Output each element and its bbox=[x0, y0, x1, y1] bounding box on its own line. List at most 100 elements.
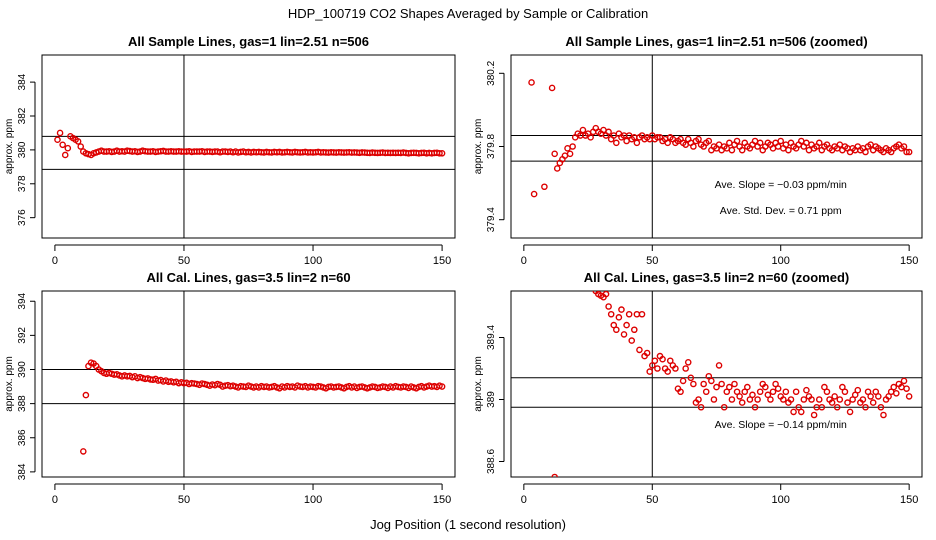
data-point bbox=[623, 137, 630, 145]
data-point bbox=[587, 134, 594, 141]
y-tick-label: 392 bbox=[17, 327, 28, 344]
data-point bbox=[790, 408, 797, 416]
x-tick-label: 100 bbox=[304, 255, 322, 267]
y-tick-label: 379.4 bbox=[486, 207, 497, 232]
figure-x-axis-label: Jog Position (1 second resolution) bbox=[370, 517, 566, 532]
data-point bbox=[779, 396, 787, 403]
data-point bbox=[579, 126, 587, 134]
data-point bbox=[628, 337, 636, 344]
data-point bbox=[787, 396, 795, 403]
x-tick-label: 50 bbox=[646, 255, 658, 267]
x-tick-label: 150 bbox=[433, 255, 451, 267]
data-point bbox=[436, 149, 443, 157]
data-point bbox=[687, 374, 695, 382]
y-tick-label: 384 bbox=[17, 463, 28, 480]
x-tick-label: 50 bbox=[178, 255, 190, 267]
data-point bbox=[700, 380, 707, 388]
data-point bbox=[59, 141, 66, 149]
data-point bbox=[654, 134, 661, 141]
x-tick-label: 150 bbox=[900, 494, 918, 506]
data-point bbox=[77, 143, 85, 150]
data-point bbox=[643, 349, 651, 357]
x-tick-label: 0 bbox=[52, 494, 58, 506]
data-point bbox=[762, 383, 769, 391]
chart-panel-1: All Sample Lines, gas=1 lin=2.51 n=506 0 5… bbox=[4, 34, 456, 267]
panel-title: All Cal. Lines, gas=3.5 lin=2 n=60 (zoom… bbox=[584, 270, 850, 285]
data-point bbox=[548, 84, 556, 92]
data-point bbox=[831, 393, 838, 400]
y-tick-label: 386 bbox=[17, 429, 28, 446]
data-point bbox=[682, 365, 689, 372]
data-point bbox=[756, 139, 764, 147]
x-tick-label: 100 bbox=[772, 494, 790, 506]
data-point bbox=[862, 403, 869, 411]
data-point bbox=[677, 388, 684, 396]
data-point bbox=[782, 388, 790, 396]
data-point bbox=[815, 139, 823, 147]
data-point bbox=[695, 396, 702, 403]
y-tick-label: 388.6 bbox=[486, 449, 497, 474]
data-point bbox=[718, 380, 725, 388]
data-point bbox=[702, 388, 710, 396]
data-point bbox=[438, 149, 446, 157]
data-point bbox=[749, 391, 756, 399]
x-tick-label: 0 bbox=[521, 255, 527, 267]
data-point bbox=[841, 388, 849, 396]
y-axis-label: approx. ppm bbox=[473, 356, 484, 412]
data-point bbox=[903, 148, 910, 156]
annotation-text: Ave. Slope = −0.14 ppm/min bbox=[715, 419, 847, 431]
data-point bbox=[726, 383, 733, 391]
data-point bbox=[808, 396, 815, 403]
x-tick-label: 0 bbox=[52, 255, 58, 267]
y-tick-label: 382 bbox=[17, 107, 28, 124]
data-point bbox=[564, 145, 571, 152]
data-point bbox=[903, 385, 910, 392]
data-point bbox=[854, 386, 862, 394]
data-point bbox=[818, 403, 826, 411]
data-point bbox=[867, 393, 874, 400]
data-point bbox=[828, 399, 836, 406]
y-tick-label: 394 bbox=[17, 292, 28, 309]
y-axis-label: approx. ppm bbox=[473, 119, 484, 175]
chart-panel-2: All Sample Lines, gas=1 lin=2.51 n=506 (… bbox=[473, 34, 923, 267]
plot-frame bbox=[510, 54, 923, 239]
data-point bbox=[756, 388, 764, 396]
data-point bbox=[708, 377, 715, 385]
data-point bbox=[792, 388, 800, 396]
data-point bbox=[61, 151, 69, 159]
data-point bbox=[605, 303, 612, 310]
data-series bbox=[551, 291, 913, 477]
x-tick-label: 100 bbox=[304, 494, 322, 506]
data-point bbox=[613, 326, 620, 334]
panel-title: All Cal. Lines, gas=3.5 lin=2 n=60 bbox=[146, 270, 350, 285]
data-point bbox=[728, 396, 736, 403]
plot-frame bbox=[41, 290, 456, 478]
data-point bbox=[651, 357, 659, 365]
annotation-text: Ave. Slope = −0.03 ppm/min bbox=[715, 179, 847, 191]
data-point bbox=[744, 383, 751, 391]
data-point bbox=[613, 139, 620, 147]
data-point bbox=[751, 403, 759, 411]
data-point bbox=[530, 190, 538, 198]
data-point bbox=[541, 183, 548, 191]
data-point bbox=[805, 146, 813, 154]
data-point bbox=[877, 403, 885, 411]
data-point bbox=[56, 129, 64, 137]
data-point bbox=[800, 396, 808, 403]
y-axis-label: approx. ppm bbox=[4, 356, 15, 412]
data-point bbox=[82, 391, 90, 399]
data-point bbox=[720, 403, 728, 411]
data-point bbox=[833, 403, 841, 411]
data-point bbox=[690, 143, 697, 150]
data-point bbox=[605, 128, 612, 136]
figure-title: HDP_100719 CO2 Shapes Averaged by Sample… bbox=[288, 6, 648, 21]
data-point bbox=[710, 396, 718, 403]
data-point bbox=[900, 143, 908, 150]
data-point bbox=[664, 139, 671, 147]
data-point bbox=[646, 368, 654, 375]
data-series bbox=[80, 359, 446, 455]
data-point bbox=[859, 396, 867, 403]
data-point bbox=[625, 310, 633, 318]
data-point bbox=[636, 346, 643, 354]
